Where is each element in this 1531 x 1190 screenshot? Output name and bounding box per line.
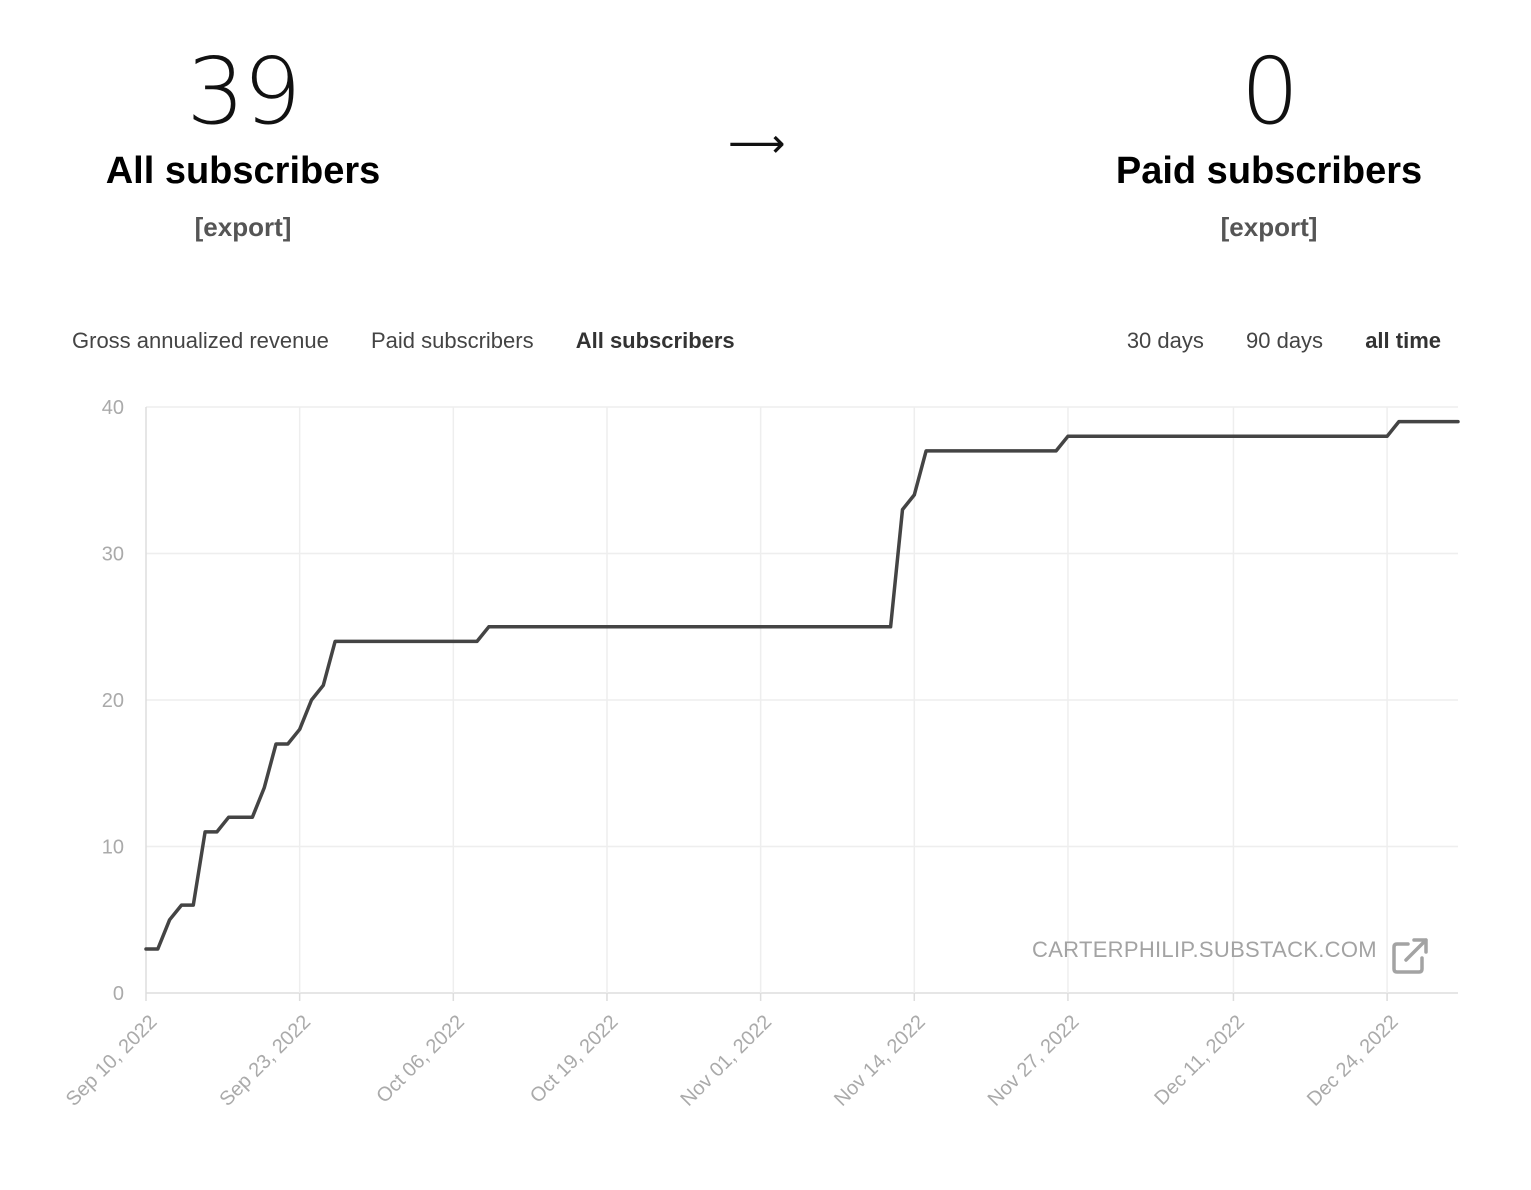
y-tick-label: 0 bbox=[113, 983, 124, 1005]
tab-all-subscribers[interactable]: All subscribers bbox=[575, 328, 735, 353]
x-tick-label: Sep 23, 2022 bbox=[215, 1011, 315, 1111]
y-tick-label: 10 bbox=[102, 837, 124, 859]
range-all-time[interactable]: all time bbox=[1365, 328, 1441, 353]
all-subscribers-count: 39 bbox=[186, 38, 301, 145]
export-all-subscribers-link[interactable]: [export] bbox=[194, 212, 292, 242]
metric-tabs: Gross annualized revenue Paid subscriber… bbox=[72, 324, 771, 358]
y-tick-label: 20 bbox=[102, 690, 124, 712]
x-tick-label: Oct 06, 2022 bbox=[372, 1011, 469, 1108]
range-30-days[interactable]: 30 days bbox=[1126, 328, 1204, 353]
export-paid-subscribers-link[interactable]: [export] bbox=[1220, 212, 1318, 242]
time-range-selector: 30 days 90 days all time bbox=[1091, 324, 1441, 358]
x-tick-label: Dec 11, 2022 bbox=[1150, 1011, 1249, 1110]
tab-gross-annualized-revenue[interactable]: Gross annualized revenue bbox=[72, 328, 329, 353]
x-tick-label: Oct 19, 2022 bbox=[526, 1011, 623, 1108]
external-link-icon[interactable] bbox=[1390, 936, 1430, 976]
stat-all-subscribers: 39 All subscribers [export] bbox=[33, 40, 453, 246]
y-tick-label: 30 bbox=[102, 544, 124, 566]
range-90-days[interactable]: 90 days bbox=[1246, 328, 1324, 353]
all-subscribers-label: All subscribers bbox=[105, 150, 381, 192]
x-tick-label: Nov 01, 2022 bbox=[676, 1011, 776, 1111]
x-tick-label: Nov 27, 2022 bbox=[984, 1011, 1084, 1111]
arrow-right-icon: ⟶ bbox=[728, 121, 786, 167]
watermark-link[interactable]: CARTERPHILIP.SUBSTACK.COM bbox=[1032, 937, 1377, 962]
paid-subscribers-label: Paid subscribers bbox=[1115, 150, 1423, 192]
tab-paid-subscribers[interactable]: Paid subscribers bbox=[370, 328, 534, 353]
paid-subscribers-count: 0 bbox=[1240, 38, 1300, 145]
subscribers-line-chart: 0 10 20 30 40 Sep 10, 2022 Sep 23, 2022 Oct 06,… bbox=[62, 397, 1460, 1111]
x-tick-label: Nov 14, 2022 bbox=[830, 1011, 930, 1111]
subscribers-series-line bbox=[144, 419, 1460, 951]
y-tick-label: 40 bbox=[102, 397, 124, 419]
x-tick-label: Dec 24, 2022 bbox=[1303, 1011, 1403, 1111]
x-tick-label: Sep 10, 2022 bbox=[62, 1011, 162, 1111]
stat-paid-subscribers: 0 Paid subscribers [export] bbox=[1059, 40, 1479, 246]
